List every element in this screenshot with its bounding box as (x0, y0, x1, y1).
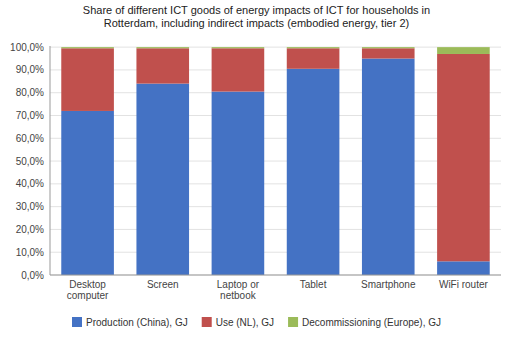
x-tick-label: Laptop ornetbook (217, 279, 260, 301)
y-axis-line (50, 46, 51, 275)
legend-label: Production (China), GJ (86, 317, 188, 328)
legend-label: Use (NL), GJ (216, 317, 274, 328)
y-tick-label: 60,0% (16, 133, 44, 144)
grid-line (50, 252, 501, 253)
y-tick-label: 20,0% (16, 224, 44, 235)
grid (50, 47, 501, 275)
legend-item: Production (China), GJ (72, 317, 188, 328)
x-tick-label: Screen (147, 279, 179, 290)
y-tick-label: 70,0% (16, 110, 44, 121)
bar-segment (437, 47, 490, 54)
y-tick-label: 100,0% (10, 42, 44, 53)
legend-swatch (72, 317, 82, 327)
x-tick-label: Tablet (300, 279, 327, 290)
bar-segment (362, 47, 415, 48)
bar-segment (136, 47, 189, 48)
bar-segment (61, 47, 114, 48)
x-tick-label: Smartphone (361, 279, 416, 290)
legend: Production (China), GJ Use (NL), GJ Decomm… (72, 317, 441, 328)
y-tick-label: 50,0% (16, 156, 44, 167)
grid-line (50, 229, 501, 230)
legend-swatch (202, 317, 212, 327)
bar-segment (287, 69, 340, 275)
bar-segment (212, 48, 265, 91)
chart: Share of different ICT goods of energy i… (0, 0, 513, 337)
x-axis-line (50, 275, 501, 276)
bar-segment (437, 261, 490, 275)
y-tick-label: 90,0% (16, 64, 44, 75)
grid-line (50, 161, 501, 162)
legend-item: Decommissioning (Europe), GJ (288, 317, 441, 328)
bar-segment (61, 48, 114, 111)
bar-segment (287, 48, 340, 69)
legend-swatch (288, 317, 298, 327)
y-tick-label: 10,0% (16, 247, 44, 258)
grid-line (50, 69, 501, 70)
grid-line (50, 115, 501, 116)
grid-line (50, 47, 501, 48)
legend-item: Use (NL), GJ (202, 317, 274, 328)
grid-line (50, 275, 501, 276)
y-tick-label: 0,0% (21, 270, 44, 281)
bars (61, 47, 489, 275)
bar-segment (437, 54, 490, 261)
y-tick-label: 80,0% (16, 87, 44, 98)
grid-line (50, 138, 501, 139)
title: Share of different ICT goods of energy i… (83, 4, 430, 29)
bar-segment (212, 47, 265, 48)
y-tick-label: 30,0% (16, 201, 44, 212)
bar-segment (136, 84, 189, 275)
x-tick-label: WiFi router (439, 279, 489, 290)
bar-segment (362, 59, 415, 275)
grid-line (50, 183, 501, 184)
grid-line (50, 92, 501, 93)
bar-segment (212, 92, 265, 275)
grid-line (50, 206, 501, 207)
y-tick-label: 40,0% (16, 178, 44, 189)
legend-label: Decommissioning (Europe), GJ (302, 317, 441, 328)
x-tick-label: Desktopcomputer (67, 279, 109, 301)
bar-segment (362, 48, 415, 58)
bar-segment (287, 47, 340, 48)
bar-segment (61, 111, 114, 275)
bar-segment (136, 48, 189, 83)
